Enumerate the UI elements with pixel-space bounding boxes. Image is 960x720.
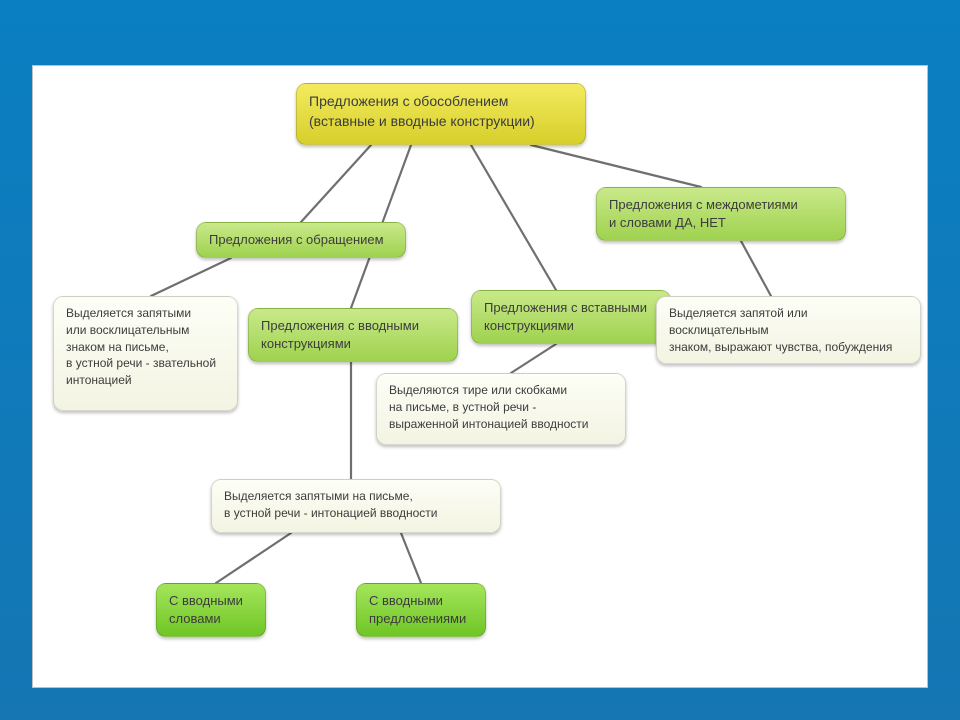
edge-n3-l3 — [511, 344, 556, 373]
node-l3-line: Выделяются тире или скобками — [389, 382, 613, 399]
node-n4-line: и словами ДА, НЕТ — [609, 214, 833, 232]
node-n4: Предложения с междометиямии словами ДА, … — [596, 187, 846, 241]
node-l4-line: в устной речи - интонацией вводности — [224, 505, 488, 522]
node-l1-line: знаком на письме, — [66, 339, 225, 356]
edge-root-n4 — [531, 145, 701, 187]
node-n1-line: Предложения с обращением — [209, 231, 393, 249]
edge-root-n3 — [471, 145, 556, 290]
node-l2-line: Выделяется запятой или восклицательным — [669, 305, 908, 339]
node-n3-line: конструкциями — [484, 317, 658, 335]
node-c2: С вводнымипредложениями — [356, 583, 486, 637]
node-l1-line: в устной речи - звательной — [66, 355, 225, 372]
slide-frame: Предложения с обособлением(вставные и вв… — [0, 0, 960, 720]
diagram-canvas: Предложения с обособлением(вставные и вв… — [32, 65, 928, 688]
node-n3: Предложения с вставнымиконструкциями — [471, 290, 671, 344]
node-l4: Выделяется запятыми на письме,в устной р… — [211, 479, 501, 533]
node-root: Предложения с обособлением(вставные и вв… — [296, 83, 586, 145]
edge-root-n1 — [301, 145, 371, 222]
node-c2-line: предложениями — [369, 610, 473, 628]
edge-n1-l1 — [151, 258, 231, 296]
node-c1: С вводнымисловами — [156, 583, 266, 637]
edge-l4-c1 — [216, 533, 291, 583]
node-n2-line: конструкциями — [261, 335, 445, 353]
node-l3: Выделяются тире или скобкамина письме, в… — [376, 373, 626, 445]
node-n2: Предложения с вводнымиконструкциями — [248, 308, 458, 362]
node-n2-line: Предложения с вводными — [261, 317, 445, 335]
node-l2-line: знаком, выражают чувства, побуждения — [669, 339, 908, 356]
node-n3-line: Предложения с вставными — [484, 299, 658, 317]
edge-n4-l2 — [741, 241, 771, 296]
node-l1-line: или восклицательным — [66, 322, 225, 339]
node-l1-line: Выделяется запятыми — [66, 305, 225, 322]
node-c1-line: словами — [169, 610, 253, 628]
node-n1: Предложения с обращением — [196, 222, 406, 258]
node-l3-line: выраженной интонацией вводности — [389, 416, 613, 433]
edge-l4-c2 — [401, 533, 421, 583]
node-root-line: (вставные и вводные конструкции) — [309, 112, 573, 132]
node-l1: Выделяется запятымиили восклицательнымзн… — [53, 296, 238, 411]
node-l3-line: на письме, в устной речи - — [389, 399, 613, 416]
node-l4-line: Выделяется запятыми на письме, — [224, 488, 488, 505]
node-n4-line: Предложения с междометиями — [609, 196, 833, 214]
node-c2-line: С вводными — [369, 592, 473, 610]
node-l2: Выделяется запятой или восклицательнымзн… — [656, 296, 921, 364]
node-c1-line: С вводными — [169, 592, 253, 610]
node-l1-line: интонацией — [66, 372, 225, 389]
node-root-line: Предложения с обособлением — [309, 92, 573, 112]
